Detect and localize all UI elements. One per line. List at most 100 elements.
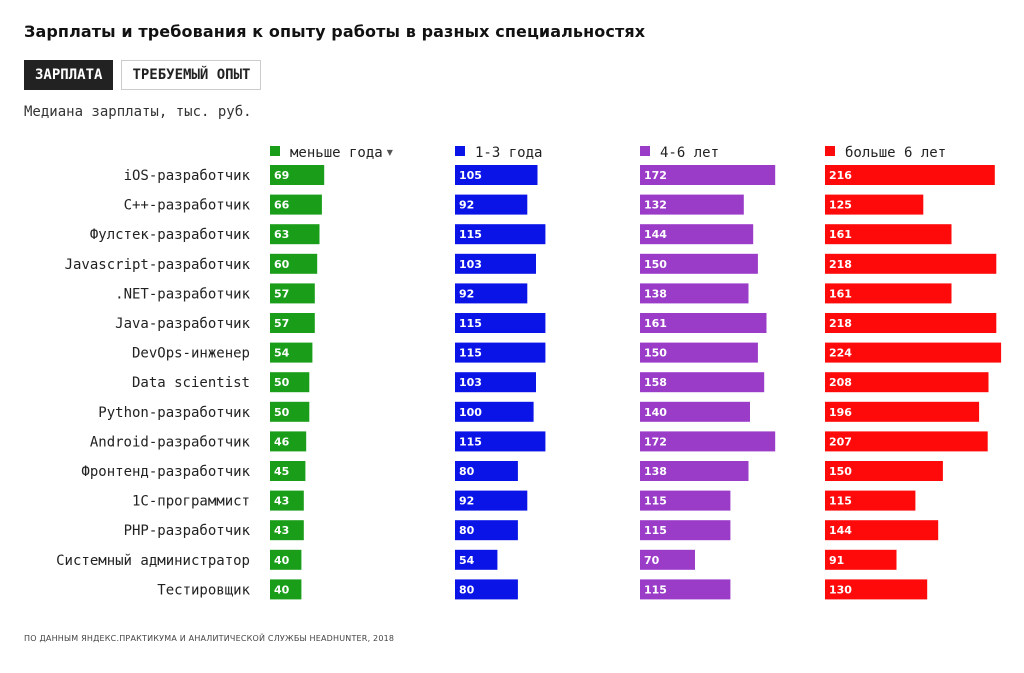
bar-value-label: 115	[644, 495, 667, 508]
legend-label-0[interactable]: меньше года	[290, 145, 383, 161]
bar-2	[640, 342, 758, 363]
bar-2	[640, 579, 731, 600]
bar-3	[825, 165, 995, 185]
bar-value-label: 80	[459, 583, 475, 596]
bar-value-label: 130	[829, 583, 852, 596]
legend-label-2[interactable]: 4-6 лет	[660, 145, 719, 161]
bar-value-label: 54	[274, 347, 290, 360]
bar-value-label: 69	[274, 169, 289, 182]
bar-value-label: 50	[274, 376, 290, 389]
bar-value-label: 172	[644, 435, 667, 448]
bar-value-label: 150	[644, 258, 667, 271]
bar-1	[455, 194, 528, 215]
legend-swatch-0	[270, 146, 280, 156]
bar-3	[825, 431, 988, 452]
bar-1	[455, 490, 528, 511]
legend-label-1[interactable]: 1-3 года	[475, 145, 542, 161]
bar-value-label: 218	[829, 258, 852, 271]
bar-value-label: 196	[829, 406, 852, 419]
bar-2	[640, 401, 750, 422]
bar-value-label: 43	[274, 524, 289, 537]
bar-3	[825, 283, 952, 304]
bar-2	[640, 224, 754, 245]
bar-3	[825, 194, 924, 215]
bar-1	[455, 461, 518, 481]
bar-value-label: 224	[829, 347, 852, 360]
bar-2	[640, 431, 776, 452]
bar-3	[825, 342, 1002, 363]
tab-required-experience[interactable]: ТРЕБУЕМЫЙ ОПЫТ	[121, 60, 262, 90]
bar-2	[640, 253, 758, 274]
bar-value-label: 103	[459, 376, 482, 389]
bar-value-label: 45	[274, 465, 289, 478]
bar-value-label: 150	[829, 465, 852, 478]
bar-value-label: 207	[829, 435, 852, 448]
legend-swatch-1	[455, 146, 465, 156]
bar-value-label: 54	[459, 554, 475, 567]
bar-value-label: 115	[459, 347, 482, 360]
bar-value-label: 144	[829, 524, 852, 537]
bar-0	[270, 520, 304, 541]
bar-value-label: 91	[829, 554, 844, 567]
chart-subtitle: Медиана зарплаты, тыс. руб.	[24, 104, 252, 120]
category-label: Системный администратор	[56, 553, 250, 569]
bar-value-label: 70	[644, 554, 660, 567]
category-label: Python-разработчик	[98, 405, 250, 421]
bar-value-label: 57	[274, 287, 289, 300]
bar-value-label: 115	[459, 435, 482, 448]
bar-value-label: 92	[459, 495, 474, 508]
sort-indicator-icon[interactable]: ▼	[387, 148, 394, 157]
bar-value-label: 161	[644, 317, 667, 330]
legend-label-3[interactable]: больше 6 лет	[845, 145, 946, 161]
bar-0	[270, 579, 302, 600]
bar-value-label: 218	[829, 317, 852, 330]
bar-2	[640, 194, 744, 215]
tab-salary[interactable]: ЗАРПЛАТА	[24, 60, 114, 90]
bar-2	[640, 313, 767, 333]
bar-0	[270, 194, 322, 215]
bar-0	[270, 431, 307, 452]
bar-value-label: 46	[274, 435, 290, 448]
bar-value-label: 144	[644, 228, 667, 241]
bar-1	[455, 401, 534, 422]
bar-1	[455, 579, 518, 600]
tab-bar: ЗАРПЛАТА ТРЕБУЕМЫЙ ОПЫТ	[24, 60, 262, 90]
bar-0	[270, 549, 302, 570]
bar-value-label: 115	[459, 228, 482, 241]
category-label: Тестировщик	[157, 582, 250, 598]
bar-1	[455, 431, 546, 452]
bar-1	[455, 342, 546, 363]
bar-value-label: 132	[644, 199, 667, 212]
bar-1	[455, 165, 538, 185]
bar-value-label: 115	[644, 583, 667, 596]
bar-value-label: 50	[274, 406, 290, 419]
bar-3	[825, 313, 997, 333]
bar-value-label: 100	[459, 406, 482, 419]
bar-2	[640, 461, 749, 481]
bar-2	[640, 549, 695, 570]
bar-3	[825, 579, 928, 600]
bar-value-label: 40	[274, 554, 290, 567]
bar-3	[825, 253, 997, 274]
bar-3	[825, 549, 897, 570]
bar-3	[825, 490, 916, 511]
bar-2	[640, 520, 731, 541]
bar-value-label: 150	[644, 347, 667, 360]
source-footnote: По данным Яндекс.Практикума и аналитичес…	[24, 634, 395, 643]
bar-0	[270, 165, 325, 185]
bar-1	[455, 224, 546, 245]
bar-1	[455, 283, 528, 304]
bar-0	[270, 461, 306, 481]
bar-value-label: 92	[459, 199, 474, 212]
bar-value-label: 57	[274, 317, 289, 330]
bar-value-label: 125	[829, 199, 852, 212]
bar-value-label: 66	[274, 199, 290, 212]
bar-3	[825, 401, 980, 422]
category-label: DevOps-инженер	[132, 346, 250, 362]
category-label: .NET-разработчик	[115, 286, 250, 302]
bar-3	[825, 224, 952, 245]
bar-value-label: 105	[459, 169, 482, 182]
category-label: Data scientist	[132, 375, 250, 391]
bar-0	[270, 372, 310, 393]
